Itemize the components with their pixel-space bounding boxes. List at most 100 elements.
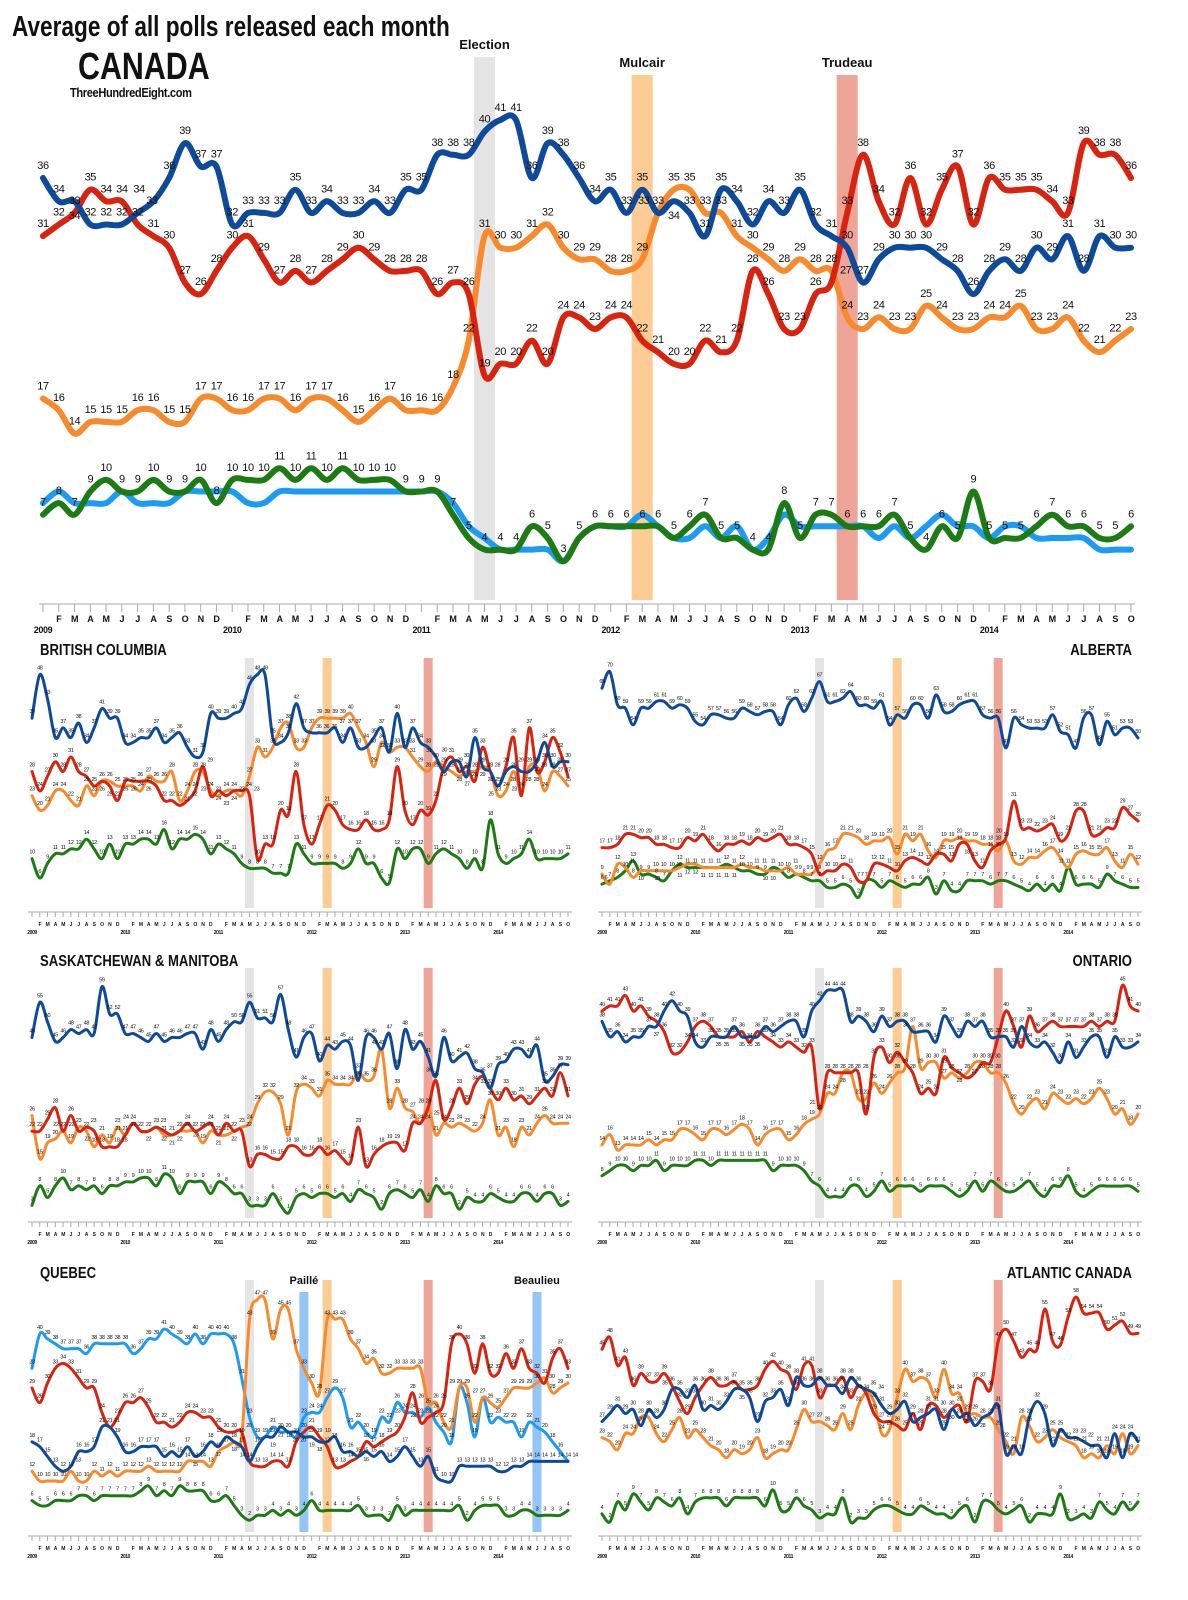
data-label-cpc: 32 bbox=[1050, 1043, 1056, 1049]
data-label-lpc: 38 bbox=[449, 1335, 455, 1341]
data-label-ndp: 33 bbox=[394, 1359, 400, 1365]
data-label-cpc: 35 bbox=[416, 172, 428, 184]
data-label-cpc: 32 bbox=[200, 743, 206, 749]
data-label-gpc: 6 bbox=[1034, 508, 1040, 520]
x-tick-year-label: 2011 bbox=[784, 1240, 794, 1246]
data-label-ndp: 29 bbox=[840, 1405, 846, 1411]
data-label-gpc: 5 bbox=[310, 1188, 313, 1194]
data-label-lpc: 39 bbox=[661, 1364, 667, 1370]
x-tick-label: S bbox=[1112, 614, 1118, 624]
data-label-cpc: 33 bbox=[337, 195, 349, 207]
data-label-ndp: 13 bbox=[1011, 852, 1017, 858]
data-label-gpc: 6 bbox=[919, 1497, 922, 1503]
data-label-cpc: 16 bbox=[76, 1443, 82, 1449]
data-label-cpc: 46 bbox=[177, 1028, 183, 1034]
data-label-ndp: 21 bbox=[1120, 1100, 1126, 1106]
data-label-cpc: 45 bbox=[161, 1032, 167, 1038]
data-label-lpc: 36 bbox=[905, 160, 917, 172]
data-label-bq: 27 bbox=[340, 1389, 346, 1395]
data-label-cpc: 37 bbox=[60, 719, 66, 725]
x-tick-label: S bbox=[734, 614, 740, 624]
data-label-ndp: 31 bbox=[317, 1087, 323, 1093]
data-label-cpc: 35 bbox=[662, 1380, 668, 1386]
data-label-cpc: 20 bbox=[301, 1437, 307, 1443]
x-tick-label: F bbox=[1075, 922, 1078, 928]
x-tick-label: F bbox=[505, 1232, 508, 1238]
data-label-lpc: 30 bbox=[163, 230, 175, 242]
x-tick-year-label: 2010 bbox=[690, 1240, 700, 1246]
data-label-gpc: 3 bbox=[404, 1506, 407, 1512]
data-label-ndp: 16 bbox=[607, 1126, 613, 1132]
data-label-gpc: 10 bbox=[457, 850, 463, 856]
data-label-cpc: 59 bbox=[669, 699, 675, 705]
x-tick-label: J bbox=[640, 1546, 643, 1552]
data-label-cpc: 35 bbox=[731, 1380, 737, 1386]
data-label-cpc: 34 bbox=[130, 733, 136, 739]
x-tick-label: N bbox=[771, 922, 775, 928]
data-label-lpc: 26 bbox=[68, 1107, 74, 1113]
data-label-gpc: 6 bbox=[318, 1185, 321, 1191]
data-label-lpc: 15 bbox=[809, 845, 815, 851]
x-tick-label: N bbox=[678, 1232, 682, 1238]
x-tick-label: F bbox=[888, 1232, 891, 1238]
data-label-gpc: 10 bbox=[638, 1157, 644, 1163]
data-label-lpc: 20 bbox=[332, 801, 338, 807]
data-label-ndp: 20 bbox=[856, 829, 862, 835]
data-label-cpc: 61 bbox=[879, 693, 885, 699]
data-label-lpc: 22 bbox=[69, 1122, 75, 1128]
data-label-cpc: 28 bbox=[952, 253, 964, 265]
data-label-ndp: 28 bbox=[996, 1064, 1002, 1070]
data-label-cpc: 43 bbox=[200, 1040, 206, 1046]
data-label-ndp: 29 bbox=[794, 241, 806, 253]
data-label-gpc: 5 bbox=[880, 878, 883, 884]
data-label-gpc: 7 bbox=[40, 497, 46, 509]
data-label-lpc: 18 bbox=[654, 835, 660, 841]
x-tick-label: O bbox=[950, 1546, 954, 1552]
data-label-gpc: 9 bbox=[772, 1162, 775, 1168]
x-tick-label: F bbox=[56, 614, 62, 624]
data-label-lpc: 34 bbox=[116, 183, 128, 195]
x-tick-label: F bbox=[318, 922, 321, 928]
data-label-cpc: 17 bbox=[146, 1438, 152, 1444]
x-tick-label: S bbox=[372, 922, 376, 928]
data-label-cpc: 38 bbox=[431, 137, 443, 149]
data-label-gpc: 7 bbox=[72, 497, 78, 509]
data-label-cpc: 14 bbox=[542, 1452, 548, 1458]
data-label-cpc: 35 bbox=[356, 1071, 362, 1077]
data-label-cpc: 34 bbox=[368, 183, 380, 195]
data-label-cpc: 46 bbox=[363, 1028, 369, 1034]
data-label-cpc: 33 bbox=[621, 195, 633, 207]
data-label-lpc: 54 bbox=[1096, 1304, 1102, 1310]
data-label-lpc: 26 bbox=[99, 787, 105, 793]
data-label-lpc: 12 bbox=[871, 855, 877, 861]
data-label-cpc: 41 bbox=[293, 1048, 299, 1054]
data-label-cpc: 34 bbox=[133, 183, 145, 195]
x-tick-label: N bbox=[198, 614, 204, 624]
data-label-bq: 29 bbox=[332, 1379, 338, 1385]
x-tick-label: J bbox=[264, 922, 267, 928]
x-tick-year-label: 2009 bbox=[34, 625, 53, 635]
data-label-bq: 40 bbox=[192, 1325, 198, 1331]
data-label-lpc: 20 bbox=[770, 829, 776, 835]
data-label-bq: 25 bbox=[426, 1399, 432, 1405]
data-label-gpc: 8 bbox=[733, 1489, 736, 1495]
data-label-cpc: 36 bbox=[849, 1376, 855, 1382]
data-label-lpc: 35 bbox=[724, 1028, 730, 1034]
data-label-gpc: 6 bbox=[1020, 1497, 1023, 1503]
data-label-gpc: 3 bbox=[560, 543, 566, 555]
data-label-cpc: 35 bbox=[169, 729, 175, 735]
data-label-lpc: 46 bbox=[1058, 1336, 1064, 1342]
data-label-bq: 38 bbox=[115, 1335, 121, 1341]
data-label-gpc: 3 bbox=[295, 1506, 298, 1512]
x-tick-label: M bbox=[232, 922, 236, 928]
data-label-lpc: 34 bbox=[873, 183, 885, 195]
data-label-cpc: 57 bbox=[755, 706, 761, 712]
data-label-gpc: 9 bbox=[240, 854, 243, 860]
event-bar bbox=[299, 1292, 309, 1532]
data-label-gpc: 5 bbox=[545, 520, 551, 532]
x-tick-label: A bbox=[903, 1546, 907, 1552]
data-label-cpc: 38 bbox=[902, 1012, 908, 1018]
data-label-gpc: 5 bbox=[958, 1501, 961, 1507]
data-label-gpc: 6 bbox=[240, 1185, 243, 1191]
x-tick-label: M bbox=[325, 922, 329, 928]
